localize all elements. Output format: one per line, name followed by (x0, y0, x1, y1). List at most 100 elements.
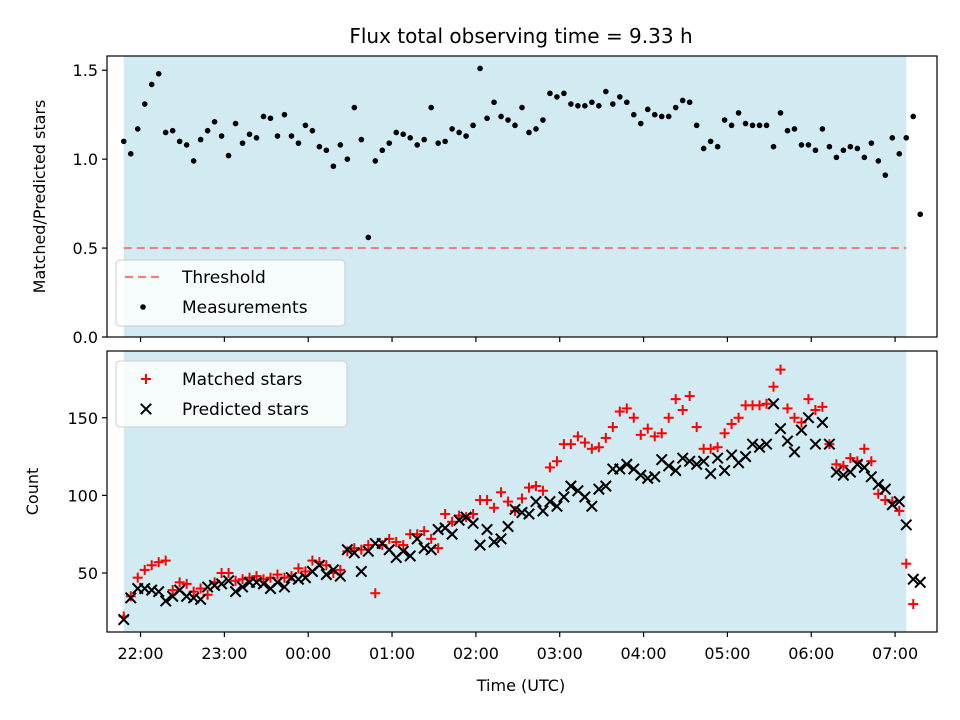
data-point (642, 423, 653, 434)
data-point (398, 540, 409, 551)
data-point (223, 568, 234, 579)
data-point (889, 135, 896, 141)
data-point (718, 464, 731, 477)
data-point (174, 577, 185, 588)
data-point-stroke (578, 491, 591, 503)
data-point (756, 122, 763, 129)
data-point-stroke (145, 584, 158, 596)
data-point (293, 563, 304, 574)
data-point (768, 381, 779, 392)
data-point (812, 147, 819, 154)
data-point (250, 576, 263, 589)
data-point-stroke (222, 574, 235, 587)
x-tick-label: 06:00 (788, 644, 834, 663)
data-point-stroke (599, 480, 612, 492)
data-point (679, 97, 686, 104)
data-point (565, 439, 576, 450)
data-point (139, 564, 150, 575)
data-point-stroke (236, 581, 249, 593)
data-point (456, 129, 462, 136)
data-point (363, 540, 374, 551)
data-point (693, 122, 700, 129)
legend: Matched stars Predicted stars (115, 360, 348, 428)
data-point (861, 154, 868, 161)
data-point-stroke (774, 422, 787, 435)
data-point (662, 459, 675, 472)
data-point (784, 127, 791, 134)
data-point (393, 129, 400, 136)
data-point (225, 152, 232, 159)
data-point (379, 147, 386, 154)
data-point (670, 394, 681, 405)
data-point (833, 154, 840, 161)
data-point (386, 140, 393, 146)
data-point-stroke (711, 452, 724, 465)
data-point-stroke (837, 469, 850, 482)
data-point-stroke (753, 441, 766, 454)
data-point (721, 117, 728, 123)
data-point-stroke (334, 570, 347, 583)
y-axis-label: Matched/Predicted stars (30, 100, 49, 294)
data-point (719, 428, 730, 439)
data-point (823, 438, 836, 451)
data-point (152, 585, 165, 598)
x-tick-label: 05:00 (704, 644, 750, 663)
data-point-stroke (502, 520, 514, 533)
data-point (342, 546, 353, 557)
data-point-stroke (530, 495, 542, 508)
data-point (596, 102, 602, 109)
data-point (620, 458, 633, 471)
legend-matched-label: Matched stars (182, 370, 302, 390)
data-point (517, 493, 527, 504)
data-point (544, 495, 556, 508)
data-point (634, 469, 647, 482)
data-point (145, 584, 158, 596)
data-point-stroke (648, 470, 661, 483)
data-point (141, 101, 148, 107)
data-point-stroke (271, 576, 284, 589)
data-point (204, 127, 211, 134)
data-point (197, 136, 204, 143)
data-point (453, 514, 466, 527)
x-axis-label: Time (UTC) (476, 676, 565, 695)
data-point-stroke (816, 416, 829, 429)
data-point (677, 404, 688, 415)
data-point-stroke (250, 576, 263, 589)
data-point-stroke (627, 463, 640, 475)
legend-box (115, 259, 346, 327)
data-point (421, 136, 427, 143)
data-point (617, 94, 623, 100)
top-panel-title: Flux total observing time = 9.33 h (349, 24, 692, 48)
data-point (697, 455, 710, 468)
data-point (418, 542, 431, 555)
data-point (295, 140, 302, 146)
data-point (908, 599, 919, 610)
data-point (120, 138, 127, 145)
data-point (537, 485, 548, 496)
data-point-stroke (725, 449, 738, 461)
data-point-stroke (564, 480, 577, 492)
data-point (896, 151, 903, 157)
data-point-stroke (481, 523, 493, 536)
data-point (433, 543, 444, 554)
data-point (447, 516, 458, 527)
data-point (155, 70, 162, 77)
data-point-stroke (676, 452, 689, 465)
data-point (463, 133, 469, 139)
data-point (649, 431, 660, 442)
data-point (858, 461, 871, 474)
data-point (910, 113, 917, 120)
data-point (313, 559, 326, 572)
data-point (683, 455, 696, 468)
data-point-stroke (697, 455, 710, 468)
data-point (579, 437, 590, 448)
data-point (551, 456, 562, 467)
data-point (278, 581, 291, 593)
data-point (840, 147, 847, 154)
data-point (788, 446, 801, 458)
data-point-stroke (795, 424, 808, 437)
data-point-stroke (418, 542, 431, 555)
data-point (753, 441, 766, 454)
data-point (370, 588, 381, 599)
